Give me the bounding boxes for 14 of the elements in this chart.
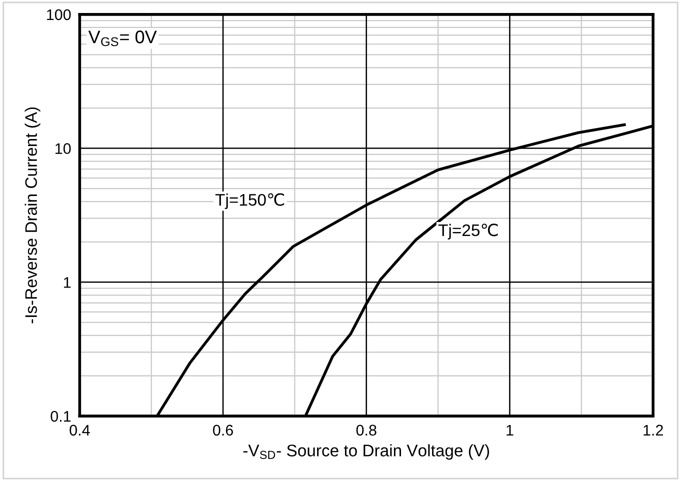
x-tick-label: 1.2: [644, 424, 663, 436]
annotation: V$_{GS}$= 0V: [88, 30, 157, 46]
series-label: Tj=25℃: [438, 224, 498, 240]
x-axis-title: -V$_{SD}$- Source to Drain Voltage (V): [243, 444, 490, 460]
x-tick-label: 1: [506, 424, 514, 436]
y-axis-title: -Is-Reverse Drain Current (A): [24, 107, 40, 324]
x-tick-label: 0.6: [213, 424, 233, 436]
x-tick-label: 0.8: [356, 424, 376, 436]
x-tick-label: 0.4: [70, 424, 90, 436]
y-tick-label: 10: [56, 143, 71, 154]
text: Tj=150℃: [215, 193, 284, 210]
y-tick-label: 1: [64, 277, 71, 288]
y-tick-label: 0.1: [50, 410, 71, 422]
y-tick-label: 100: [47, 9, 71, 20]
